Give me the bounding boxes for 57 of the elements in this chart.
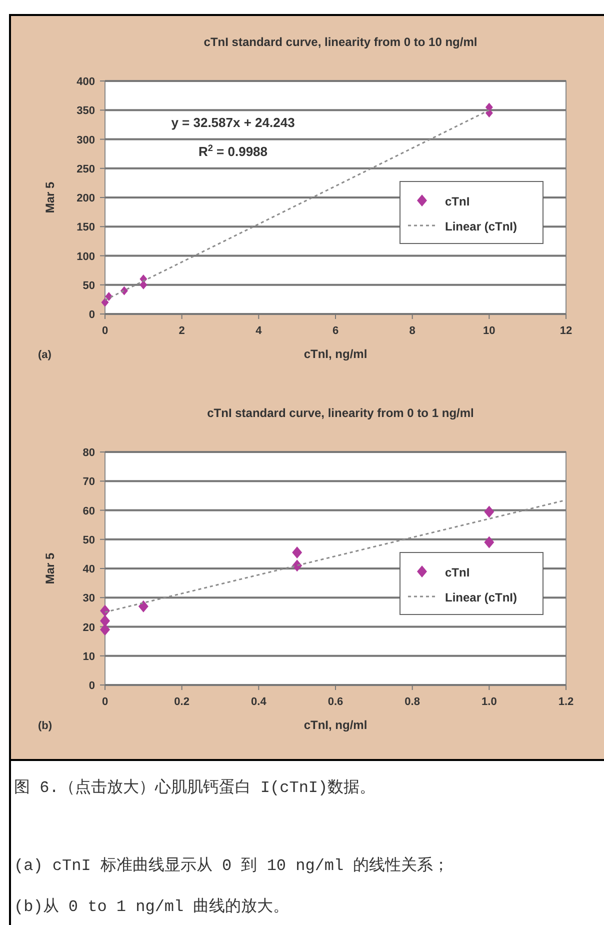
point	[101, 298, 109, 307]
point	[484, 506, 494, 518]
x-axis-title: cTnI, ng/ml	[304, 718, 368, 732]
y-tick-label: 250	[76, 163, 95, 176]
y-tick-label: 70	[82, 476, 95, 488]
x-tick-label: 0.8	[404, 696, 420, 708]
y-tick-label: 60	[82, 505, 95, 518]
legend-label: cTnI	[445, 566, 470, 580]
x-tick-label: 4	[256, 325, 263, 337]
y-tick-label: 40	[82, 564, 95, 576]
y-tick-label: 350	[76, 105, 95, 118]
x-tick-label: 0.6	[328, 696, 344, 708]
chart-title: cTnI standard curve, linearity from 0 to 1 ng/ml	[207, 406, 474, 420]
x-tick-label: 0	[102, 696, 108, 708]
legend-label: cTnI	[445, 194, 470, 208]
y-tick-label: 100	[76, 250, 95, 263]
x-tick-label: 0.4	[251, 696, 268, 708]
point	[484, 536, 494, 548]
y-tick-label: 30	[82, 592, 95, 605]
chart-title: cTnI standard curve, linearity from 0 to 10 ng/ml	[204, 35, 478, 49]
point	[138, 600, 148, 612]
y-tick-label: 80	[82, 447, 95, 459]
x-tick-label: 8	[409, 325, 416, 337]
x-tick-label: 12	[560, 325, 572, 337]
point	[100, 604, 110, 617]
y-tick-label: 50	[82, 534, 95, 546]
y-tick-label: 10	[82, 650, 95, 663]
point	[100, 624, 110, 636]
text: (b)	[38, 720, 52, 732]
y-tick-label: 50	[82, 280, 95, 292]
caption: 图 6.（点击放大）心肌肌钙蛋白 I(cTnI)数据。	[14, 778, 376, 797]
x-tick-label: 0.2	[174, 696, 190, 708]
text: (a) cTnI 标准曲线显示从 0 到 10 ng/ml 的线性关系；	[14, 856, 450, 875]
text: (b)从 0 to 1 ng/ml 曲线的放大。	[14, 897, 290, 916]
y-axis-title: Mar 5	[43, 552, 57, 584]
x-tick-label: 0	[102, 325, 108, 337]
point	[292, 546, 302, 558]
point	[100, 614, 110, 627]
y-tick-label: 150	[76, 222, 95, 234]
x-tick-label: 1.2	[558, 696, 574, 708]
y-tick-label: 400	[76, 76, 95, 88]
annotation: R$^{2}$ = 0.9988	[198, 143, 268, 159]
y-tick-label: 300	[76, 134, 95, 146]
x-axis-title: cTnI, ng/ml	[304, 347, 368, 361]
annotation: y = 32.587x + 24.243	[171, 115, 295, 130]
x-tick-label: 6	[332, 325, 339, 337]
y-axis-title: Mar 5	[43, 182, 57, 214]
x-tick-label: 1.0	[482, 696, 497, 708]
legend-label: Linear (cTnI)	[445, 590, 518, 604]
y-tick-label: 0	[88, 309, 95, 321]
x-tick-label: 2	[178, 325, 185, 337]
text: (a)	[38, 349, 52, 361]
legend-label: Linear (cTnI)	[445, 220, 518, 234]
x-tick-label: 10	[483, 325, 496, 337]
y-tick-label: 200	[76, 192, 95, 204]
y-tick-label: 0	[88, 680, 95, 692]
y-tick-label: 20	[82, 622, 95, 634]
